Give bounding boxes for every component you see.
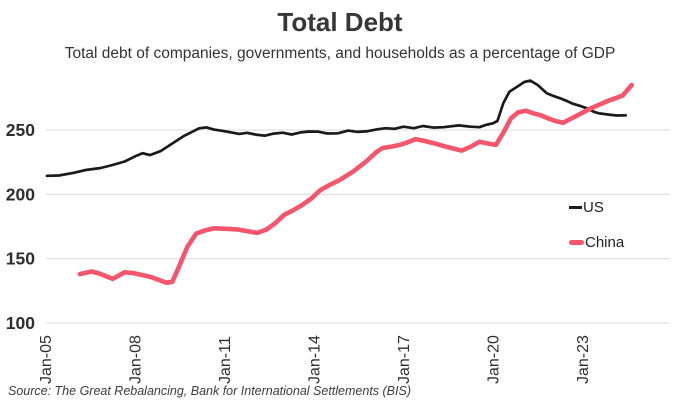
y-axis-tick-label: 150 [6, 249, 35, 269]
x-axis-tick-label: Jan-11 [217, 336, 234, 384]
source-note: Source: The Great Rebalancing, Bank for … [8, 384, 411, 398]
legend: US China [569, 199, 624, 251]
legend-item-us: US [569, 199, 624, 216]
chart-title: Total Debt [277, 7, 403, 37]
y-axis-tick-label: 200 [6, 184, 35, 204]
x-axis-tick-label: Jan-20 [485, 335, 502, 384]
legend-item-china: China [569, 234, 624, 251]
us-series-line [45, 79, 628, 178]
y-axis-tick-label: 250 [6, 120, 35, 140]
x-axis-tick-label: Jan-17 [396, 335, 413, 384]
us-legend-swatch [569, 206, 582, 209]
legend-label-china: China [585, 234, 625, 251]
y-axis-tick-label: 100 [6, 313, 35, 333]
chart-subtitle: Total debt of companies, governments, an… [64, 45, 616, 62]
x-axis-tick-label: Jan-23 [575, 335, 592, 384]
x-axis-tick-label: Jan-14 [307, 335, 324, 384]
x-axis-tick-label: Jan-05 [38, 335, 55, 384]
x-axis-tick-label: Jan-08 [128, 335, 145, 384]
legend-label-us: US [583, 199, 604, 216]
china-legend-swatch [569, 240, 584, 245]
china-series-line [77, 82, 635, 286]
